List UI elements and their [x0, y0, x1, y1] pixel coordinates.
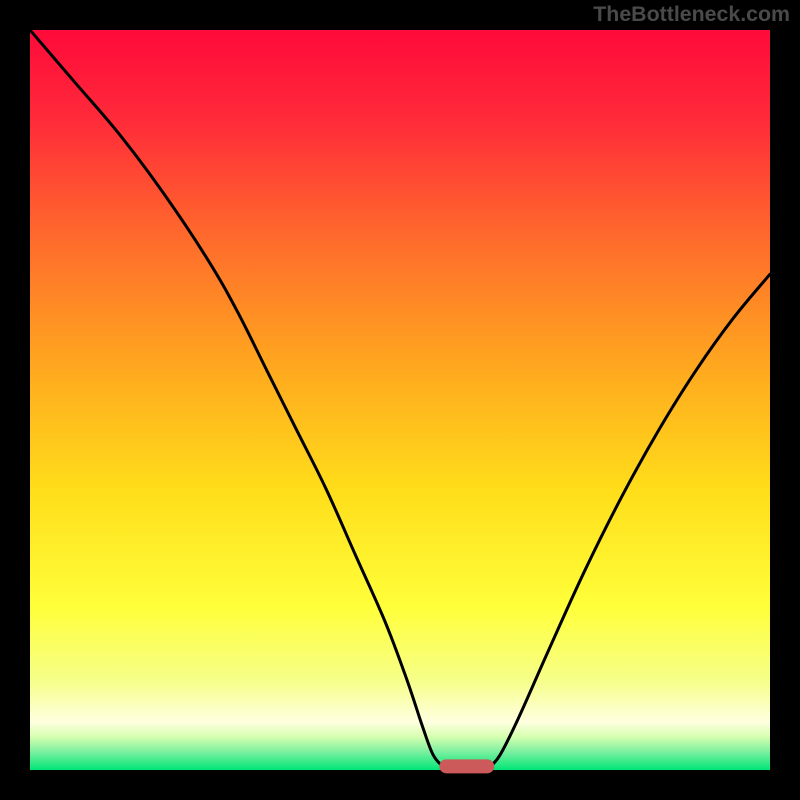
optimal-range-marker — [439, 760, 495, 773]
plot-area — [30, 30, 770, 770]
chart-frame: TheBottleneck.com — [0, 0, 800, 800]
watermark-text: TheBottleneck.com — [593, 2, 790, 27]
bottleneck-curve — [30, 30, 770, 770]
